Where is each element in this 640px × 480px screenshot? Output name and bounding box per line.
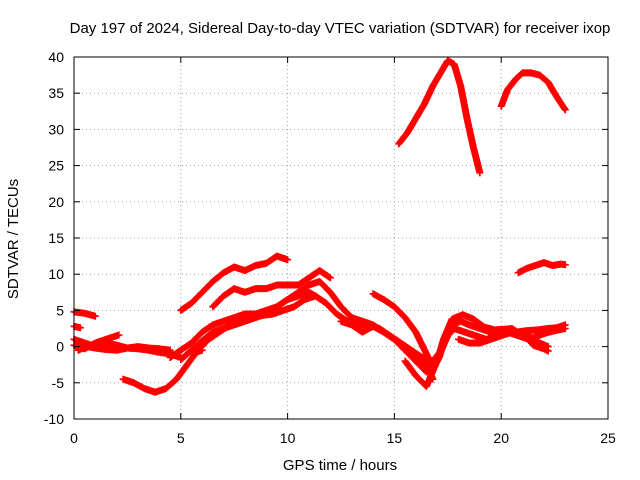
data-point xyxy=(166,346,174,354)
y-tick-label: -10 xyxy=(44,411,64,427)
y-tick-label: 40 xyxy=(48,49,64,65)
x-axis-label: GPS time / hours xyxy=(283,457,397,474)
series-arc-2 xyxy=(70,322,84,332)
x-tick-label: 20 xyxy=(493,430,509,446)
data-point xyxy=(544,347,552,355)
series-arc-14 xyxy=(514,259,569,277)
y-tick-label: 20 xyxy=(48,194,64,210)
x-tick-label: 15 xyxy=(387,430,403,446)
series-arc-5 xyxy=(74,343,174,354)
grid xyxy=(74,57,608,419)
data-point xyxy=(429,375,437,383)
x-tick-label: 0 xyxy=(70,430,78,446)
x-tick-label: 25 xyxy=(600,430,616,446)
series-arc-10 xyxy=(209,267,334,311)
chart-title: Day 197 of 2024, Sidereal Day-to-day VTE… xyxy=(70,20,611,37)
data-point xyxy=(284,256,292,264)
series-arc-11 xyxy=(187,346,206,358)
data-point xyxy=(311,292,319,300)
x-tick-label: 10 xyxy=(280,430,296,446)
data-point xyxy=(561,261,569,269)
y-tick-label: -5 xyxy=(52,375,65,391)
data-point xyxy=(561,321,569,329)
y-tick-label: 35 xyxy=(48,85,64,101)
series-arc-16 xyxy=(401,311,569,390)
data-points xyxy=(70,57,569,396)
y-tick-label: 10 xyxy=(48,266,64,282)
series-arc-9 xyxy=(177,252,292,314)
y-tick-label: 30 xyxy=(48,121,64,137)
y-tick-label: 25 xyxy=(48,158,64,174)
x-tick-label: 5 xyxy=(177,430,185,446)
series-arc-17 xyxy=(454,328,552,355)
data-point xyxy=(91,312,99,320)
data-point xyxy=(115,331,123,339)
series-arc-13 xyxy=(497,69,569,114)
axis-ticks: 0 5 10 15 20 25 -10 -5 0 5 10 15 20 25 30 35 40 xyxy=(44,49,616,446)
y-axis-label: SDTVAR / TECUs xyxy=(5,179,22,299)
y-tick-label: 15 xyxy=(48,230,64,246)
data-point xyxy=(561,106,569,114)
series-arc-18 xyxy=(337,317,437,383)
series-arc-8 xyxy=(177,288,319,364)
data-point xyxy=(198,346,206,354)
data-point xyxy=(326,274,334,282)
data-point xyxy=(476,169,484,177)
y-tick-label: 5 xyxy=(56,302,64,318)
series-arc-1 xyxy=(70,308,99,320)
data-point xyxy=(76,324,84,332)
series-arc-12 xyxy=(395,57,484,177)
y-tick-label: 0 xyxy=(56,339,64,355)
